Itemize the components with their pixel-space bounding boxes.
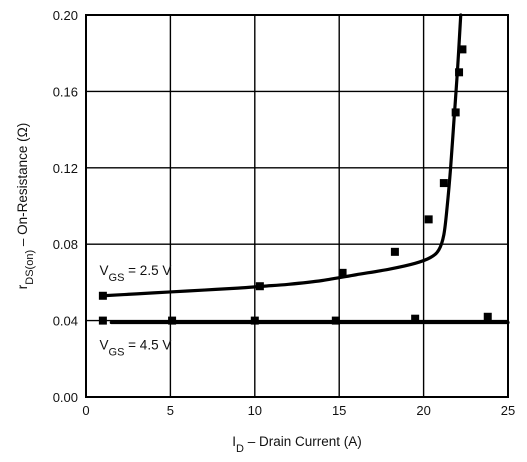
data-point [439,179,448,188]
y-tick-label: 0.04 [53,314,78,329]
data-point [451,108,460,117]
data-point [455,68,464,77]
series-2 [98,312,510,325]
y-tick-label: 0.12 [53,161,78,176]
data-point [483,312,492,321]
y-tick-label: 0.20 [53,8,78,23]
x-tick-label: 25 [501,403,515,418]
x-tick-label: 15 [332,403,346,418]
x-tick-label: 5 [167,403,174,418]
x-tick-label: 10 [248,403,262,418]
y-axis-label: rDS(on) – On-Resistance (Ω) [15,123,36,289]
data-point [411,314,420,323]
x-tick-label: 20 [416,403,430,418]
data-point [390,247,399,256]
x-tick-label: 0 [82,403,89,418]
y-tick-label: 0.08 [53,237,78,252]
data-point [458,45,467,54]
y-tick-label: 0.00 [53,390,78,405]
data-point [255,282,264,291]
y-tick-label: 0.16 [53,84,78,99]
annotations: VGS = 2.5 V VGS = 4.5 V [100,263,172,358]
data-point [98,291,107,300]
tick-labels: 0 5 10 15 20 25 0.00 0.04 0.08 0.12 0.16 0.20 [53,8,516,418]
series-layer [98,13,510,325]
data-point [250,316,259,325]
data-point [331,316,340,325]
data-point [338,268,347,277]
series-1-annotation: VGS = 2.5 V [100,263,172,284]
data-point [168,316,177,325]
data-point [98,316,107,325]
series-2-annotation: VGS = 4.5 V [100,337,172,358]
series-line [101,13,463,298]
x-axis-label: ID – Drain Current (A) [232,434,362,455]
data-point [424,215,433,224]
plot-frame [85,14,509,398]
series-1 [98,13,467,300]
